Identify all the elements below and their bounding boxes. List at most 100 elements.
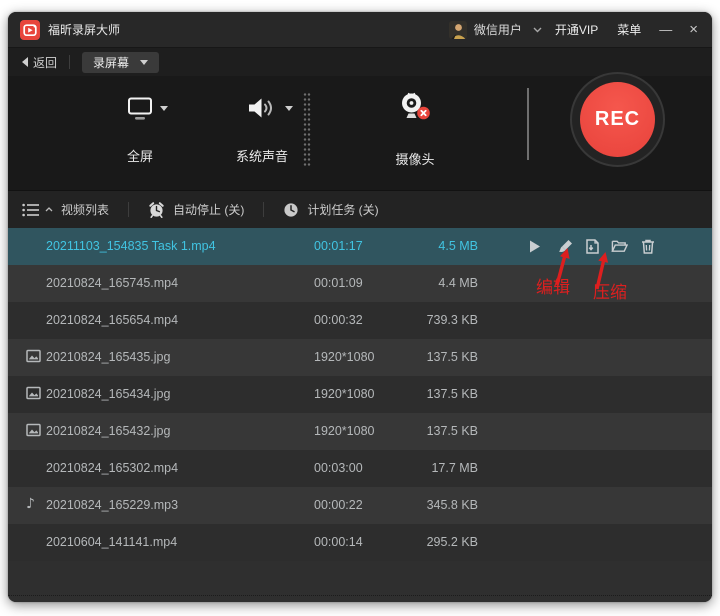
- back-button[interactable]: 返回: [22, 54, 57, 71]
- webcam-icon: [402, 92, 430, 120]
- close-button[interactable]: ×: [689, 21, 698, 38]
- tab-video-list[interactable]: 视频列表: [22, 201, 109, 218]
- file-meta: 1920*1080: [314, 387, 375, 401]
- back-arrow-icon: [22, 57, 28, 67]
- file-name: 20210824_165432.jpg: [46, 424, 171, 438]
- monitor-icon: [128, 97, 152, 120]
- file-meta: 1920*1080: [314, 424, 375, 438]
- file-meta: 00:00:32: [314, 313, 363, 327]
- open-folder-button[interactable]: [611, 238, 628, 255]
- tab-scheduled-task-label: 计划任务 (关): [307, 203, 379, 217]
- play-icon: [530, 240, 540, 253]
- image-icon: [26, 423, 42, 439]
- camera-button[interactable]: [398, 91, 432, 127]
- file-size: 137.5 KB: [426, 424, 478, 438]
- speaker-icon: [249, 98, 272, 118]
- divider: [527, 88, 529, 160]
- tab-auto-stop[interactable]: 自动停止 (关): [148, 201, 244, 218]
- file-size: 17.7 MB: [431, 461, 478, 475]
- paintbrush-icon: [559, 240, 572, 252]
- edit-button[interactable]: [557, 238, 574, 255]
- file-size: 137.5 KB: [426, 350, 478, 364]
- list-icon: [22, 203, 39, 216]
- file-name: 20211103_154835 Task 1.mp4: [46, 239, 216, 253]
- image-icon: [26, 386, 42, 402]
- file-meta: 00:00:14: [314, 535, 363, 549]
- minimize-button[interactable]: —: [659, 22, 673, 37]
- file-name: 20210824_165302.mp4: [46, 461, 179, 475]
- folder-icon: [611, 240, 628, 252]
- app-logo-icon: [20, 19, 40, 40]
- app-window: 福昕录屏大师 微信用户 开通VIP 菜单 — × 返回: [8, 12, 712, 602]
- trash-icon: [642, 239, 654, 254]
- tab-scheduled-task[interactable]: 计划任务 (关): [283, 201, 379, 218]
- caret-up-icon: [45, 207, 53, 212]
- alarm-clock-icon: [149, 202, 164, 218]
- app-title: 福昕录屏大师: [48, 23, 121, 37]
- record-mode-label: 录屏幕: [93, 55, 130, 70]
- back-label: 返回: [33, 55, 58, 70]
- file-size: 295.2 KB: [426, 535, 478, 549]
- title-bar: 福昕录屏大师 微信用户 开通VIP 菜单 — ×: [8, 12, 712, 48]
- fullscreen-button[interactable]: [127, 96, 154, 126]
- table-row[interactable]: 20210824_165432.jpg 1920*1080 137.5 KB: [8, 413, 712, 450]
- table-row[interactable]: 20210824_165654.mp4 00:00:32 739.3 KB: [8, 302, 712, 339]
- rec-button-face: REC: [580, 82, 655, 157]
- file-size: 345.8 KB: [426, 498, 478, 512]
- table-row[interactable]: 20210824_165745.mp4 00:01:09 4.4 MB: [8, 265, 712, 302]
- file-size: 137.5 KB: [426, 387, 478, 401]
- image-icon: [26, 349, 42, 365]
- audio-level-meter: [303, 92, 311, 166]
- file-name: 20210824_165434.jpg: [46, 387, 171, 401]
- camera-label: 摄像头: [395, 152, 435, 167]
- fullscreen-dropdown-arrow-icon[interactable]: [160, 106, 168, 111]
- delete-button[interactable]: [640, 238, 657, 255]
- divider: [128, 202, 130, 217]
- file-meta: 00:01:09: [314, 276, 363, 290]
- record-control-panel: 全屏 系统声音 摄像头 REC: [8, 72, 712, 190]
- music-note-icon: ♪: [26, 496, 35, 512]
- file-meta: 00:03:00: [314, 461, 363, 475]
- fullscreen-label: 全屏: [126, 149, 153, 164]
- file-size: 4.5 MB: [438, 239, 478, 253]
- file-list: 20211103_154835 Task 1.mp4 00:01:17 4.5 …: [8, 228, 712, 595]
- tab-video-list-label: 视频列表: [61, 203, 110, 217]
- divider: [263, 202, 265, 217]
- table-row[interactable]: 20210824_165434.jpg 1920*1080 137.5 KB: [8, 376, 712, 413]
- rec-button[interactable]: REC: [570, 72, 665, 167]
- table-row[interactable]: ♪ 20210824_165229.mp3 00:00:22 345.8 KB: [8, 487, 712, 524]
- chevron-down-icon[interactable]: [533, 27, 542, 33]
- user-name[interactable]: 微信用户: [473, 23, 522, 37]
- file-size: 739.3 KB: [426, 313, 478, 327]
- file-name: 20210824_165745.mp4: [46, 276, 179, 290]
- compress-button[interactable]: [584, 238, 601, 255]
- system-sound-label: 系统声音: [235, 149, 288, 164]
- dropdown-arrow-icon: [140, 59, 149, 65]
- table-row[interactable]: 20210824_165435.jpg 1920*1080 137.5 KB: [8, 339, 712, 376]
- file-name: 20210604_141141.mp4: [46, 535, 178, 549]
- file-name: 20210824_165654.mp4: [46, 313, 179, 327]
- table-row[interactable]: 20210824_165302.mp4 00:03:00 17.7 MB: [8, 450, 712, 487]
- file-meta: 00:00:22: [314, 498, 363, 512]
- file-name: 20210824_165229.mp3: [46, 498, 179, 512]
- menu-button[interactable]: 菜单: [617, 23, 642, 37]
- file-meta: 00:01:17: [314, 239, 363, 253]
- file-name: 20210824_165435.jpg: [46, 350, 171, 364]
- avatar[interactable]: [448, 20, 467, 39]
- clock-icon: [284, 202, 298, 217]
- open-vip-button[interactable]: 开通VIP: [554, 23, 599, 37]
- table-row[interactable]: 20211103_154835 Task 1.mp4 00:01:17 4.5 …: [8, 228, 712, 265]
- tab-bar: 视频列表 自动停止 (关) 计划任务 (关): [8, 190, 712, 228]
- toolbar: 返回 录屏幕: [8, 48, 712, 76]
- tab-auto-stop-label: 自动停止 (关): [173, 203, 245, 217]
- divider: [69, 55, 71, 69]
- system-sound-button[interactable]: [247, 96, 276, 126]
- window-footer: [8, 595, 712, 602]
- file-size: 4.4 MB: [438, 276, 478, 290]
- record-mode-dropdown[interactable]: 录屏幕: [82, 51, 160, 73]
- play-button[interactable]: [526, 238, 543, 255]
- sound-dropdown-arrow-icon[interactable]: [285, 106, 293, 111]
- file-meta: 1920*1080: [314, 350, 375, 364]
- compress-icon: [586, 239, 599, 254]
- table-row[interactable]: 20210604_141141.mp4 00:00:14 295.2 KB: [8, 524, 712, 561]
